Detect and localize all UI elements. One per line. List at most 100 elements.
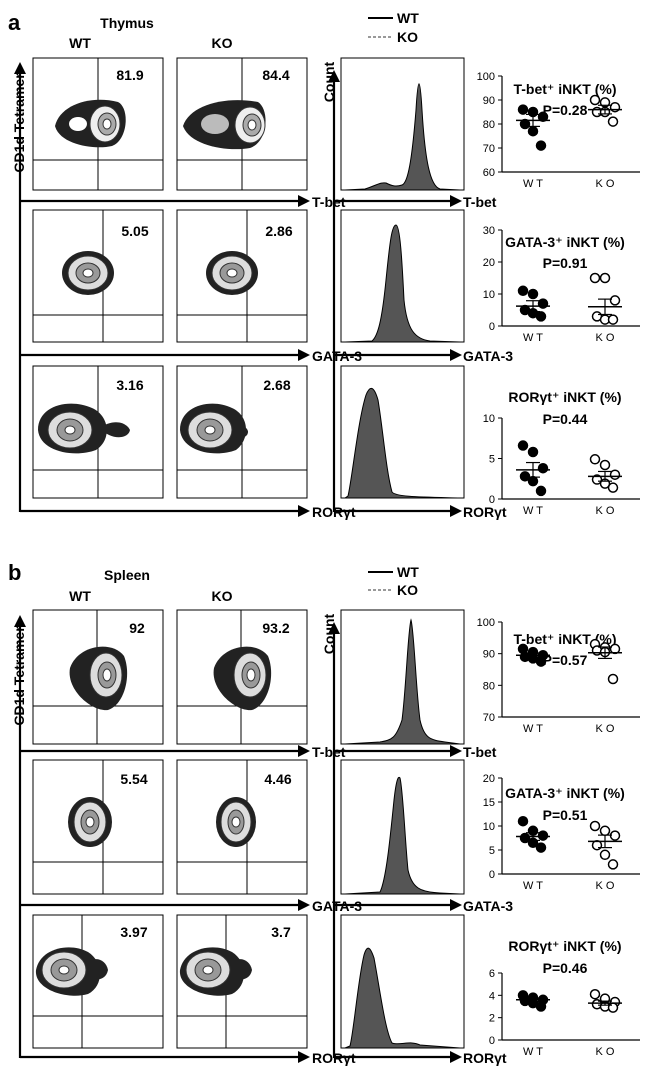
- y-tick-label: 10: [483, 821, 495, 833]
- quadrant-pct-ko-tbet: 84.4: [262, 67, 289, 83]
- contour-populations: [38, 99, 266, 454]
- y-tick-label: 0: [489, 494, 495, 506]
- quadrant-pct-ko-gata3: 2.86: [265, 223, 292, 239]
- dot-plot-a-0: T-bet⁺ iNKT (%) P=0.28 60 70 80 90 100 W T K O: [477, 71, 640, 190]
- x-axis-label-tbet: T-bet: [312, 194, 346, 210]
- x-category-label: K O: [596, 880, 615, 892]
- x-category-label: W T: [523, 505, 543, 517]
- contour-wt-gata3: [68, 797, 112, 847]
- y-tick-label: 80: [483, 119, 495, 131]
- data-point-ko: [599, 849, 611, 861]
- dot-plot-a-2: RORγt⁺ iNKT (%) P=0.44 0 5 10 W T K O: [483, 389, 640, 517]
- y-tick-label: 6: [489, 968, 495, 980]
- histogram-curve-gata3: [344, 224, 461, 343]
- y-tick-label: 10: [483, 413, 495, 425]
- axis-arrows: [14, 615, 310, 1063]
- data-point-ko: [607, 482, 619, 493]
- y-tick-label: 15: [483, 797, 495, 809]
- contour-wt-rorgt: [35, 947, 108, 996]
- x-category-label: W T: [523, 178, 543, 190]
- x-category-label: K O: [596, 505, 615, 517]
- data-point-ko: [607, 116, 619, 127]
- dot-plot-title: T-bet⁺ iNKT (%): [513, 81, 616, 97]
- dot-plot-title: RORγt⁺ iNKT (%): [508, 389, 621, 405]
- x-category-label: W T: [523, 332, 543, 344]
- data-point-ko: [607, 859, 619, 870]
- x-category-label: W T: [523, 723, 543, 735]
- quadrant-pct-wt-tbet: 81.9: [116, 67, 143, 83]
- dot-plot-title: GATA-3⁺ iNKT (%): [505, 785, 625, 801]
- dot-plot-a-1: GATA-3⁺ iNKT (%) P=0.91 0 10 20 30 W T K O: [483, 225, 640, 344]
- data-point-wt: [527, 288, 539, 300]
- col-label-ko: KO: [212, 35, 233, 51]
- x-category-label: K O: [596, 332, 615, 344]
- tissue-label-spleen: Spleen: [104, 567, 150, 583]
- y-tick-label: 30: [483, 225, 495, 237]
- quadrant-pct-ko-rorgt: 3.7: [271, 924, 291, 940]
- density-plot-wt-gata3: [32, 759, 164, 895]
- col-label-ko: KO: [212, 588, 233, 604]
- data-point-wt: [519, 471, 531, 482]
- quadrant-pct-ko-rorgt: 2.68: [263, 377, 290, 393]
- legend-wt-label: WT: [397, 10, 419, 26]
- y-tick-label: 20: [483, 773, 495, 785]
- density-plot-ko-tbet: [176, 609, 308, 745]
- data-point-wt: [535, 485, 547, 497]
- y-tick-label: 5: [489, 454, 495, 466]
- density-plot-wt-rorgt: [32, 914, 164, 1049]
- y-tick-label: 70: [483, 143, 495, 155]
- contour-populations: [35, 646, 272, 996]
- data-point-ko: [599, 825, 611, 837]
- hist-axis-label-tbet: T-bet: [463, 194, 497, 210]
- histogram-curve-rorgt: [344, 947, 461, 1049]
- y-tick-label: 5: [489, 845, 495, 857]
- contour-wt-rorgt: [38, 403, 130, 454]
- data-point-wt: [527, 125, 539, 137]
- contour-ko-gata3: [216, 797, 256, 847]
- dot-plot-b-2: RORγt⁺ iNKT (%) P=0.46 0 2 4 6 W T K O: [489, 938, 640, 1058]
- data-point-wt: [535, 656, 547, 667]
- x-axis-label-tbet: T-bet: [312, 744, 346, 760]
- legend-ko-label: KO: [397, 582, 418, 598]
- quadrant-pct-ko-gata3: 4.46: [264, 771, 291, 787]
- data-point-ko: [599, 272, 611, 284]
- data-point-wt: [535, 311, 547, 322]
- col-label-wt: WT: [69, 35, 91, 51]
- quadrant-pct-wt-rorgt: 3.16: [116, 377, 143, 393]
- y-tick-label: 0: [489, 321, 495, 333]
- legend-wt-label: WT: [397, 564, 419, 580]
- contour-ko-tbet: [183, 100, 266, 150]
- data-point-ko: [589, 820, 601, 832]
- x-category-label: K O: [596, 723, 615, 735]
- contour-wt-gata3: [62, 251, 114, 295]
- col-label-wt: WT: [69, 588, 91, 604]
- p-value-label: P=0.28: [543, 102, 588, 118]
- contour-wt-tbet: [55, 99, 126, 148]
- quadrant-pct-wt-gata3: 5.54: [120, 771, 147, 787]
- quadrant-pct-ko-tbet: 93.2: [262, 620, 289, 636]
- dot-plot-b-1: GATA-3⁺ iNKT (%) P=0.51 0 5 10 15 20 W T K O: [483, 773, 640, 892]
- density-plot-ko-gata3: [176, 759, 308, 895]
- data-point-wt: [535, 1001, 547, 1012]
- x-category-label: K O: [596, 178, 615, 190]
- y-tick-label: 60: [483, 167, 495, 179]
- panel-b: b Spleen WT KO CD1d Tetramer: [8, 560, 513, 1066]
- hist-axis-label-gata3: GATA-3: [463, 348, 513, 364]
- data-point-wt: [535, 140, 547, 151]
- data-point-wt: [517, 285, 529, 297]
- data-point-wt: [535, 842, 547, 853]
- histogram-column: Count WT KO T-bet GATA-3 RORγt: [321, 10, 513, 520]
- histogram-tbet: [340, 57, 465, 191]
- y-tick-label: 90: [483, 95, 495, 107]
- x-category-label: W T: [523, 1046, 543, 1058]
- contour-ko-rorgt: [180, 403, 248, 454]
- data-point-wt: [537, 462, 549, 474]
- legend-ko-label: KO: [397, 29, 418, 45]
- y-tick-label: 0: [489, 869, 495, 881]
- data-point-ko: [599, 459, 611, 471]
- data-point-ko: [591, 474, 603, 485]
- p-value-label: P=0.91: [543, 255, 588, 271]
- quadrant-pct-wt-rorgt: 3.97: [120, 924, 147, 940]
- density-plot-ko-gata3: [176, 209, 308, 343]
